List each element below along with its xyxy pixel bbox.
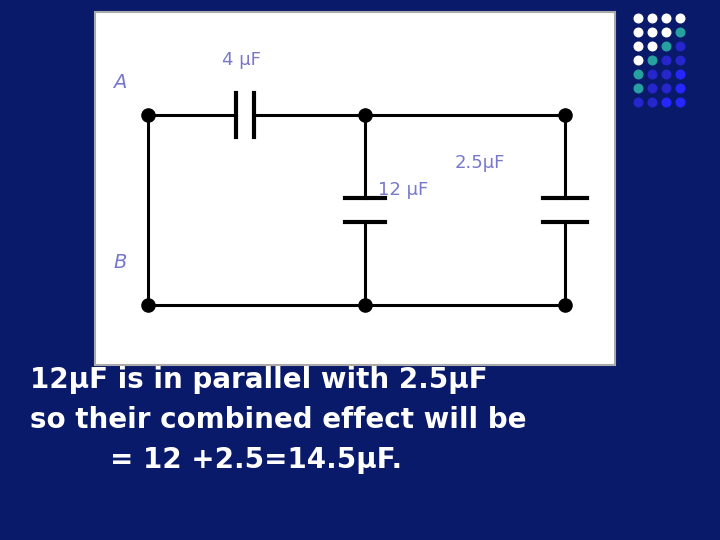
Point bbox=[632, 56, 644, 64]
Point bbox=[632, 70, 644, 78]
Text: 2.5μF: 2.5μF bbox=[455, 154, 505, 172]
Text: B: B bbox=[113, 253, 127, 272]
Point bbox=[660, 56, 672, 64]
Point bbox=[647, 56, 658, 64]
Point bbox=[647, 14, 658, 22]
Text: = 12 +2.5=14.5μF.: = 12 +2.5=14.5μF. bbox=[110, 446, 402, 474]
Point bbox=[647, 98, 658, 106]
Point bbox=[674, 28, 685, 36]
Point bbox=[647, 42, 658, 50]
Point bbox=[647, 84, 658, 92]
Text: A: A bbox=[113, 73, 127, 92]
Point bbox=[559, 111, 571, 119]
Point bbox=[660, 84, 672, 92]
Text: so their combined effect will be: so their combined effect will be bbox=[30, 406, 526, 434]
Point bbox=[632, 42, 644, 50]
Point bbox=[359, 301, 371, 309]
Text: 12μF is in parallel with 2.5μF: 12μF is in parallel with 2.5μF bbox=[30, 366, 487, 394]
Point bbox=[143, 301, 154, 309]
Bar bbox=[95, 12, 615, 365]
Point bbox=[674, 14, 685, 22]
Point bbox=[660, 28, 672, 36]
Point bbox=[674, 42, 685, 50]
Point bbox=[632, 84, 644, 92]
Point bbox=[660, 14, 672, 22]
Point bbox=[674, 84, 685, 92]
Point bbox=[674, 98, 685, 106]
Point bbox=[632, 14, 644, 22]
Point bbox=[143, 111, 154, 119]
Point bbox=[647, 28, 658, 36]
Point bbox=[660, 42, 672, 50]
Point bbox=[660, 98, 672, 106]
Point bbox=[647, 70, 658, 78]
Text: 4 μF: 4 μF bbox=[222, 51, 261, 69]
Point bbox=[674, 56, 685, 64]
Text: 12 μF: 12 μF bbox=[378, 181, 428, 199]
Point bbox=[559, 301, 571, 309]
Point bbox=[359, 111, 371, 119]
Point bbox=[632, 28, 644, 36]
Point bbox=[674, 70, 685, 78]
Point bbox=[660, 70, 672, 78]
Point bbox=[632, 98, 644, 106]
